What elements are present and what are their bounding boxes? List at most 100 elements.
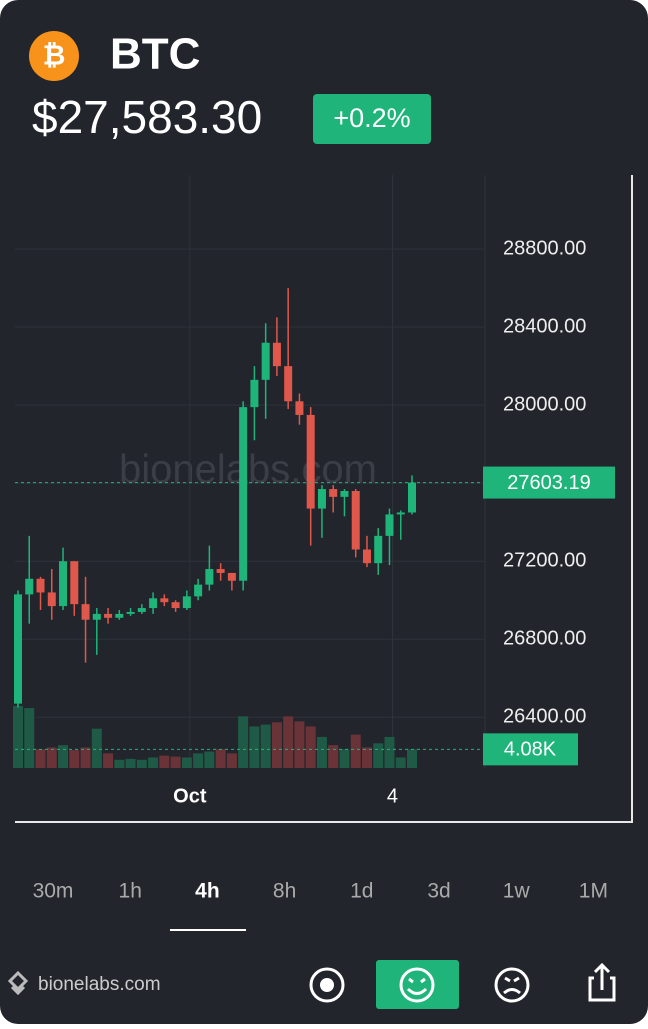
brand-logo xyxy=(7,970,29,996)
brand[interactable]: bionelabs.com xyxy=(38,974,161,995)
candle-body xyxy=(306,414,315,509)
volume-bar xyxy=(226,753,237,768)
candle-body xyxy=(351,491,360,550)
volume-bar xyxy=(249,726,260,768)
candle-body xyxy=(329,489,338,497)
happy-button[interactable] xyxy=(376,960,459,1009)
volume-bar xyxy=(283,716,294,768)
candle-body xyxy=(182,596,191,609)
y-tick-label: 26800.00 xyxy=(503,628,586,650)
volume-bar xyxy=(181,757,192,768)
candle-body xyxy=(104,613,113,618)
candle-body xyxy=(239,407,248,581)
candle-body xyxy=(250,379,259,408)
timeframe[interactable]: 4h xyxy=(195,880,220,903)
candle-body xyxy=(362,549,371,564)
volume-bar xyxy=(13,705,23,768)
candle-body xyxy=(14,594,22,704)
volume-bar xyxy=(80,747,91,768)
last-price-label: 27603.19 xyxy=(507,472,590,494)
candle-body xyxy=(408,482,416,513)
happy-icon xyxy=(399,967,435,1003)
candle-body xyxy=(137,608,146,612)
volume-bar xyxy=(204,751,215,768)
volume-bar xyxy=(407,749,417,768)
volume-bar xyxy=(316,736,327,768)
volume-bar xyxy=(350,734,361,768)
candle-body xyxy=(340,491,349,497)
volume-bar xyxy=(24,708,35,768)
y-tick-label: 26400.00 xyxy=(503,706,586,728)
volume-bar xyxy=(339,749,350,768)
candle-body xyxy=(227,572,236,581)
volume-badge xyxy=(483,733,578,766)
volume-bar xyxy=(328,745,339,768)
candle-body xyxy=(272,342,281,367)
volume-bar xyxy=(103,753,114,768)
timeframe[interactable]: 8h xyxy=(273,880,296,903)
change: +0.2% xyxy=(333,103,410,133)
share-button[interactable] xyxy=(588,962,616,1002)
candle-body xyxy=(25,578,34,595)
change-badge xyxy=(313,94,431,144)
volume-bar xyxy=(148,757,159,768)
last-price-badge xyxy=(483,466,615,499)
watermark: bionelabs.com xyxy=(119,448,377,492)
candle-body xyxy=(317,489,326,509)
volume-bar xyxy=(114,759,125,768)
y-tick-label: 27200.00 xyxy=(503,550,586,572)
volume-bar xyxy=(35,749,46,768)
volume-bar xyxy=(271,722,282,768)
volume-bar xyxy=(159,755,170,768)
candle-body xyxy=(194,584,203,597)
volume-bar xyxy=(373,743,384,768)
candle-body xyxy=(115,613,124,618)
coin-icon xyxy=(29,31,79,81)
y-tick-label: 28000.00 xyxy=(503,393,586,415)
candle-body xyxy=(205,569,214,585)
candle-body xyxy=(81,604,90,620)
candle-body xyxy=(374,535,383,564)
volume-bar xyxy=(260,724,271,768)
coin-symbol: ₿ xyxy=(43,39,66,70)
volume-bar xyxy=(125,758,136,768)
candle-body xyxy=(126,611,135,614)
timeframe[interactable]: 1d xyxy=(350,880,373,903)
price: $27,583.30 xyxy=(32,91,262,143)
volume-bar xyxy=(136,759,147,768)
candle-body xyxy=(149,598,158,609)
candle-body xyxy=(47,592,56,607)
candle-body xyxy=(160,598,169,603)
candle-body xyxy=(295,401,304,415)
volume-bar xyxy=(193,753,204,768)
timeframe[interactable]: 1M xyxy=(579,880,608,903)
candle-body xyxy=(284,366,293,402)
volume-bar xyxy=(361,747,372,768)
timeframe[interactable]: 3d xyxy=(427,880,450,903)
candle-body xyxy=(36,578,45,593)
sad-button[interactable] xyxy=(494,967,530,1003)
candle-body xyxy=(396,512,405,515)
volume-bar xyxy=(238,716,249,768)
volume-bar xyxy=(294,721,305,768)
timeframe[interactable]: 1w xyxy=(503,880,531,903)
volume-bar xyxy=(395,757,406,768)
volume-bar xyxy=(384,736,395,768)
x-tick-label: 4 xyxy=(387,785,398,807)
candle-body xyxy=(385,514,394,536)
timeframe[interactable]: 30m xyxy=(33,880,74,903)
candle-body xyxy=(261,342,270,380)
y-tick-label: 28400.00 xyxy=(503,315,586,337)
y-tick-label: 28800.00 xyxy=(503,237,586,259)
candle-body xyxy=(92,613,101,620)
record-button[interactable] xyxy=(309,967,345,1003)
volume-bar xyxy=(305,726,316,768)
timeframe[interactable]: 1h xyxy=(119,880,142,903)
volume-bar xyxy=(215,749,226,768)
volume-bar xyxy=(46,747,57,768)
ticker: BTC xyxy=(110,30,200,79)
candle-body xyxy=(171,602,180,609)
